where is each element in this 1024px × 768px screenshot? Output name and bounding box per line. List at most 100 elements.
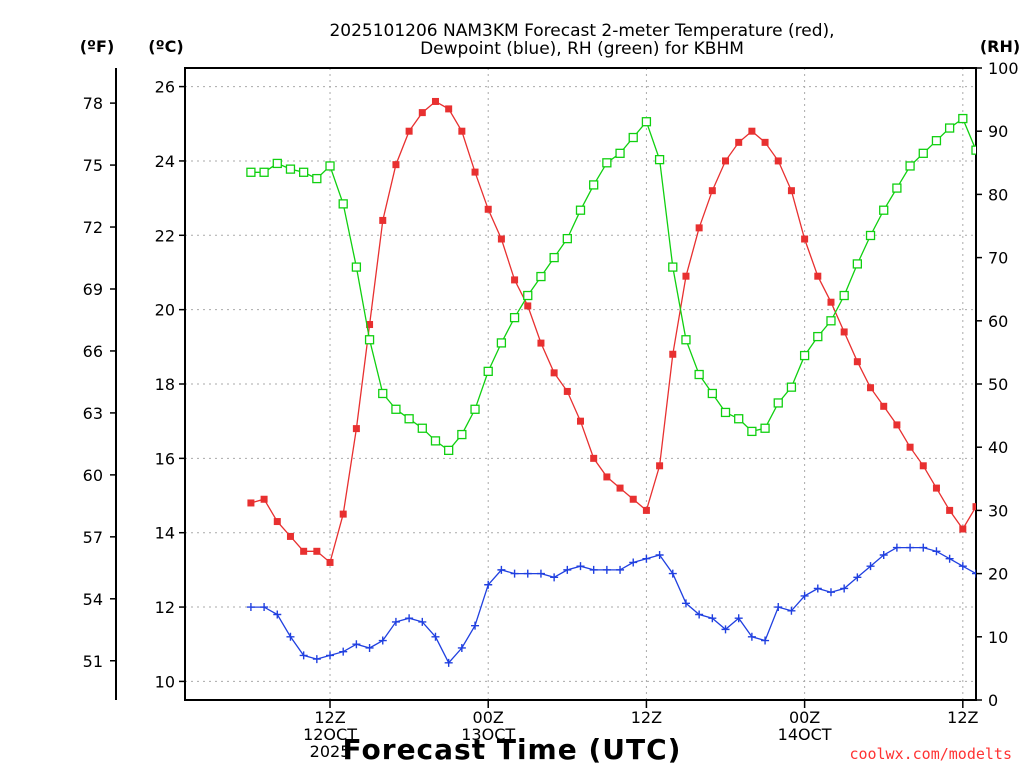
dewpoint-point (681, 599, 690, 608)
temperature-point (972, 503, 976, 511)
rh-tick-label: 90 (988, 122, 1008, 141)
celsius-tick-label: 18 (155, 375, 175, 394)
rh-point (404, 414, 414, 424)
dewpoint-point (668, 569, 677, 578)
temperature-point (946, 506, 954, 514)
dewpoint-point (246, 603, 255, 612)
celsius-tick-label: 12 (155, 598, 175, 617)
rh-point (430, 436, 441, 446)
dewpoint-point (444, 658, 453, 667)
dewpoint-point (826, 588, 835, 597)
dewpoint-point (958, 562, 967, 571)
dewpoint-point (326, 651, 335, 660)
x-tick-label: 12Z (947, 708, 978, 727)
rh-point (865, 230, 876, 241)
temperature-point (511, 276, 519, 284)
dewpoint-point (273, 610, 282, 619)
celsius-tick-label: 24 (155, 152, 175, 171)
celsius-tick-label: 14 (155, 524, 175, 543)
rh-point (786, 382, 797, 392)
chart-title-line-2: Dewpoint (blue), RH (green) for KBHM (420, 39, 744, 59)
rh-point (839, 290, 849, 301)
temperature-point (603, 473, 611, 481)
temperature-point (999, 343, 1006, 350)
dewpoint-point (866, 562, 875, 571)
temperature-point (642, 506, 650, 514)
temperature-point (827, 298, 835, 306)
rh-point (905, 161, 915, 171)
dewpoint-point (484, 580, 493, 589)
rh-point (536, 271, 546, 282)
temperature-point (458, 127, 466, 135)
temperature-point (405, 127, 413, 135)
rh-point (694, 369, 704, 380)
temperature-point (563, 387, 571, 395)
rh-point (602, 158, 612, 168)
rh-tick-label: 50 (988, 375, 1008, 394)
temperature-point (906, 443, 914, 451)
rh-point (985, 213, 993, 221)
rh-point (628, 132, 638, 143)
temperature-point (867, 384, 875, 392)
rh-point (654, 154, 665, 165)
dewpoint-point (536, 569, 545, 578)
celsius-tick-label: 22 (155, 226, 175, 245)
credit-link[interactable]: coolwx.com/modelts (849, 745, 1012, 763)
dewpoint-point (721, 625, 730, 634)
celsius-tick-label: 26 (155, 78, 175, 97)
rh-point (417, 423, 427, 433)
temperature-point (840, 328, 848, 336)
temperature-point (366, 321, 374, 329)
dewpoint-point (339, 647, 348, 656)
dewpoint-point (589, 565, 598, 574)
dewpoint-point (879, 551, 888, 560)
rh-point (378, 388, 388, 399)
fahrenheit-tick-label: 60 (83, 466, 103, 485)
temperature-point (313, 547, 321, 555)
rh-point (773, 398, 783, 408)
x-tick-label: 00Z (789, 708, 820, 727)
temperature-point (801, 235, 809, 243)
celsius-unit-label: (ºC) (148, 37, 183, 56)
rh-point (998, 279, 1006, 287)
temperature-point (339, 510, 347, 518)
chart-title-line-1: 2025101206 NAM3KM Forecast 2-meter Tempe… (329, 21, 834, 41)
temperature-point (880, 402, 888, 410)
rh-unit-label: (RH) (980, 37, 1020, 56)
rh-point (523, 290, 533, 301)
x-tick-label: 13OCT (461, 725, 515, 744)
x-tick-label: 12Z (631, 708, 662, 727)
dewpoint-point (616, 565, 625, 574)
rh-point (707, 388, 717, 399)
rh-tick-label: 60 (988, 312, 1008, 331)
dewpoint-point (629, 558, 638, 567)
rh-point (760, 423, 770, 433)
dewpoint-point (550, 573, 559, 582)
temperature-point (986, 425, 993, 432)
rh-point (826, 316, 836, 326)
rh-point (944, 123, 955, 133)
dewpoint-point (800, 591, 809, 600)
rh-point (918, 148, 928, 158)
axes: 1012141618202224265154576063666972757801… (83, 59, 1019, 761)
rh-point (562, 233, 572, 244)
rh-tick-label: 10 (988, 628, 1008, 647)
x-tick-label: 00Z (473, 708, 504, 727)
temperature-point (748, 127, 756, 135)
dewpoint-point (840, 584, 849, 593)
rh-point (958, 113, 968, 124)
x-axis-title: Forecast Time (UTC) (343, 733, 682, 766)
dewpoint-point (563, 565, 572, 574)
rh-point (325, 161, 335, 171)
rh-point (799, 350, 810, 361)
rh-point (457, 429, 467, 440)
dewpoint-point (510, 569, 519, 578)
rh-point (483, 366, 493, 377)
temperature-point (445, 105, 453, 113)
x-tick-label: 12Z (314, 708, 345, 727)
rh-point (589, 180, 599, 190)
temperature-point (787, 187, 795, 195)
x-tick-label: 2025 (310, 742, 351, 761)
rh-point (575, 205, 586, 215)
